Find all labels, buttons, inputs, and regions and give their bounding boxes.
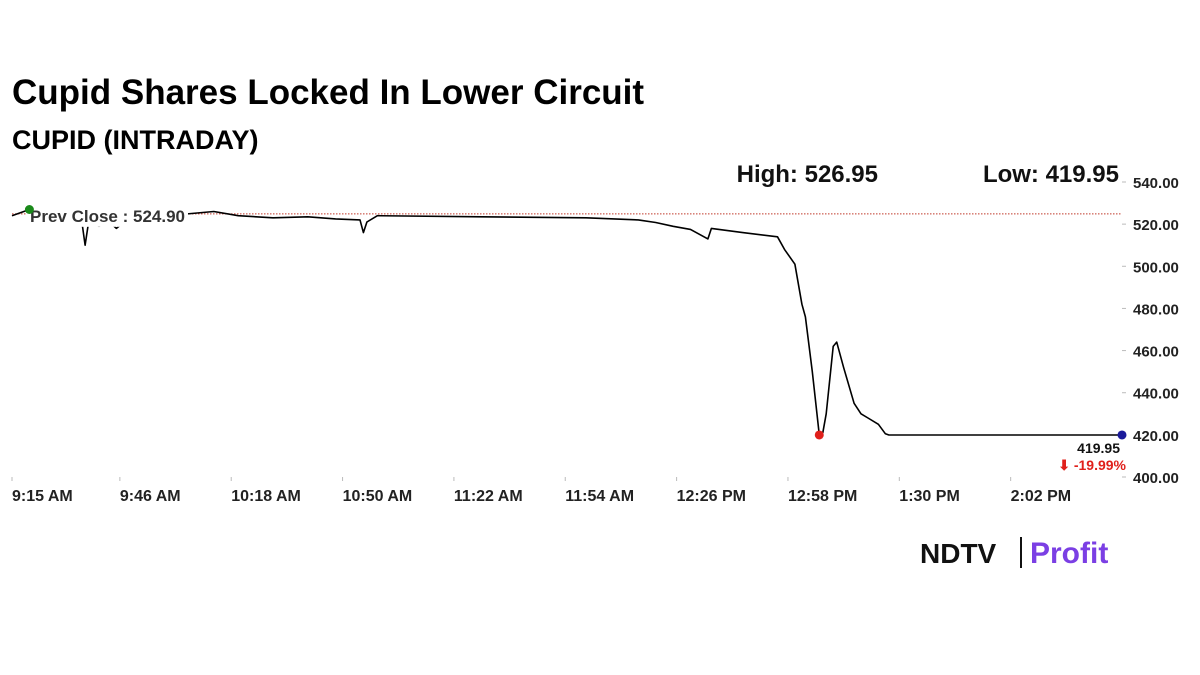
- y-tick-label: 400.00: [1133, 470, 1179, 487]
- chart-title: Cupid Shares Locked In Lower Circuit: [12, 73, 644, 112]
- price-line: [11, 208, 1122, 436]
- x-tick-label: 10:18 AM: [231, 488, 301, 505]
- x-tick-label: 9:46 AM: [120, 488, 181, 505]
- last-value-label: 419.95: [1077, 440, 1120, 456]
- low-marker: [814, 430, 824, 440]
- last-marker: [1117, 430, 1127, 440]
- last-change-label: ⬇ -19.99%: [1058, 457, 1126, 473]
- x-tick-label: 12:58 PM: [788, 488, 857, 505]
- x-tick-label: 12:26 PM: [677, 488, 746, 505]
- y-tick-label: 480.00: [1133, 301, 1179, 318]
- x-tick-label: 10:50 AM: [343, 488, 413, 505]
- y-tick-label: 540.00: [1133, 175, 1179, 192]
- x-tick-label: 2:02 PM: [1011, 488, 1071, 505]
- prev-close-label: Prev Close : 524.90: [30, 207, 185, 226]
- prev-close-label-bg: [27, 205, 188, 227]
- x-tick-label: 11:54 AM: [565, 488, 634, 505]
- x-tick-label: 9:15 AM: [12, 488, 73, 505]
- high-label: High: 526.95: [737, 161, 878, 188]
- y-tick-label: 460.00: [1133, 344, 1179, 361]
- y-tick-label: 520.00: [1133, 217, 1179, 234]
- x-tick-label: 1:30 PM: [899, 488, 959, 505]
- y-tick-label: 440.00: [1133, 386, 1179, 403]
- brand-profit: Profit: [1030, 537, 1108, 570]
- chart-subtitle: CUPID (INTRADAY): [12, 125, 259, 155]
- brand-ndtv: NDTV: [920, 538, 997, 569]
- y-tick-label: 420.00: [1133, 428, 1179, 445]
- y-tick-label: 500.00: [1133, 259, 1179, 276]
- x-tick-label: 11:22 AM: [454, 488, 523, 505]
- low-label: Low: 419.95: [983, 161, 1119, 188]
- high-marker: [24, 204, 34, 214]
